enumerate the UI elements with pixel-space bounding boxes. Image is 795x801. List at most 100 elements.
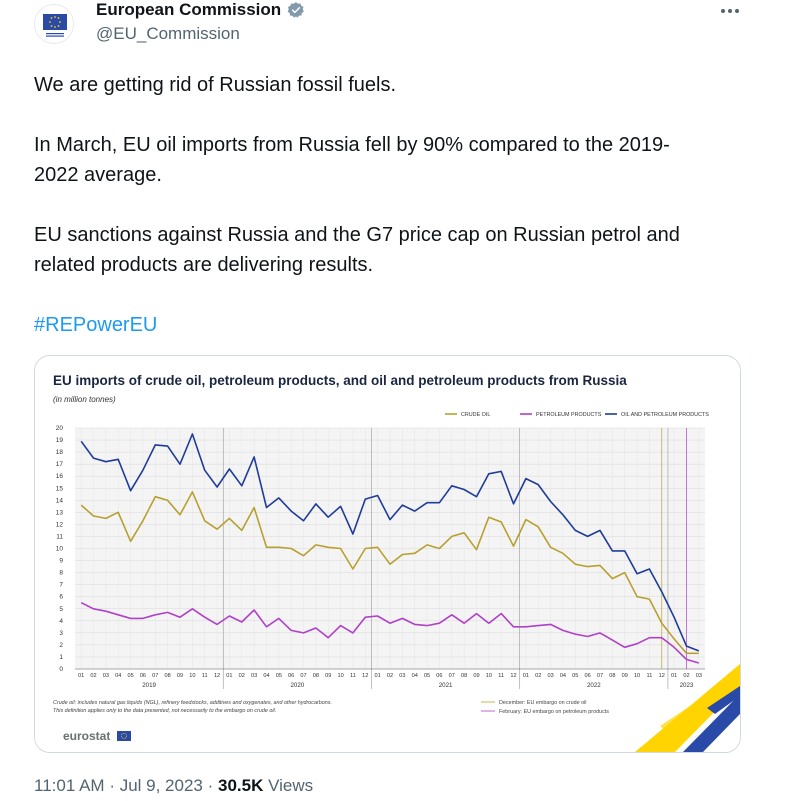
x-tick-label: 07 <box>449 673 455 679</box>
year-label: 2019 <box>142 682 156 689</box>
author-handle[interactable]: @EU_Commission <box>96 24 240 43</box>
tweet-line: EU sanctions against Russia and the G7 p… <box>34 224 680 246</box>
chart-note: This definition applies only to the data… <box>53 708 276 714</box>
series-line <box>80 433 700 652</box>
chart-subtitle: (in million tonnes) <box>53 395 116 404</box>
views-count: 30.5K <box>218 776 264 795</box>
y-tick-label: 0 <box>59 666 63 673</box>
x-tick-label: 03 <box>251 673 257 679</box>
x-tick-label: 10 <box>337 673 343 679</box>
x-tick-label: 04 <box>560 673 566 679</box>
x-tick-label: 12 <box>510 673 516 679</box>
eurostat-logo: eurostat <box>63 729 131 743</box>
x-tick-label: 06 <box>140 673 146 679</box>
chart-image-card[interactable]: EU imports of crude oil, petroleum produ… <box>34 355 741 753</box>
x-tick-label: 04 <box>115 673 121 679</box>
tweet-text: We are getting rid of Russian fossil fue… <box>34 70 739 340</box>
x-tick-label: 05 <box>276 673 282 679</box>
year-label: 2021 <box>439 682 453 689</box>
x-tick-label: 11 <box>647 673 653 679</box>
x-tick-label: 01 <box>671 673 677 679</box>
decorative-stripes <box>635 664 740 752</box>
x-tick-label: 10 <box>189 673 195 679</box>
x-tick-label: 03 <box>103 673 109 679</box>
x-tick-label: 01 <box>78 673 84 679</box>
y-tick-label: 13 <box>56 509 64 516</box>
x-tick-label: 09 <box>473 673 479 679</box>
x-tick-label: 07 <box>152 673 158 679</box>
event-legend-label: December: EU embargo on crude oil <box>499 700 587 706</box>
year-label: 2020 <box>290 682 304 689</box>
x-tick-label: 01 <box>375 673 381 679</box>
y-tick-label: 5 <box>59 606 63 613</box>
hashtag-link[interactable]: #REPowerEU <box>34 314 158 336</box>
author-name-row[interactable]: European Commission <box>96 0 305 20</box>
y-tick-label: 9 <box>59 558 63 565</box>
year-label: 2023 <box>680 682 694 689</box>
x-tick-label: 05 <box>424 673 430 679</box>
meta-separator: · <box>207 776 219 795</box>
tweet-line: In March, EU oil imports from Russia fel… <box>34 134 670 156</box>
x-tick-label: 02 <box>90 673 96 679</box>
legend-label: OIL AND PETROLEUM PRODUCTS <box>621 412 709 418</box>
avatar[interactable] <box>34 4 74 44</box>
x-tick-label: 03 <box>696 673 702 679</box>
x-tick-label: 08 <box>461 673 467 679</box>
x-tick-label: 08 <box>609 673 615 679</box>
x-tick-label: 05 <box>572 673 578 679</box>
more-options-icon[interactable] <box>716 0 744 22</box>
year-label: 2022 <box>587 682 601 689</box>
x-tick-label: 11 <box>202 673 208 679</box>
tweet-date[interactable]: Jul 9, 2023 <box>119 776 203 795</box>
x-tick-label: 02 <box>239 673 245 679</box>
chart-legend: CRUDE OIL PETROLEUM PRODUCTS OIL AND PETRO… <box>445 412 709 418</box>
eurostat-wordmark: eurostat <box>63 729 110 743</box>
series-line <box>80 491 699 655</box>
y-tick-label: 4 <box>59 618 63 625</box>
chart-title: EU imports of crude oil, petroleum produ… <box>53 373 627 388</box>
verified-badge-icon <box>287 2 305 18</box>
x-tick-label: 11 <box>350 673 356 679</box>
x-tick-label: 11 <box>498 673 504 679</box>
x-tick-label: 07 <box>597 673 603 679</box>
y-tick-label: 15 <box>56 485 64 492</box>
y-tick-label: 18 <box>56 449 64 456</box>
x-tick-label: 02 <box>535 673 541 679</box>
eu-flag-logo-icon <box>35 5 73 43</box>
y-tick-label: 1 <box>59 654 63 661</box>
tweet-meta: 11:01 AM · Jul 9, 2023 · 30.5K Views <box>34 776 313 796</box>
x-tick-label: 03 <box>399 673 405 679</box>
y-tick-label: 3 <box>59 630 63 637</box>
y-tick-label: 19 <box>56 437 64 444</box>
chart-svg: EU imports of crude oil, petroleum produ… <box>35 356 740 752</box>
x-tick-label: 01 <box>226 673 232 679</box>
y-tick-label: 2 <box>59 642 63 649</box>
x-tick-label: 12 <box>214 673 220 679</box>
x-tick-label: 10 <box>634 673 640 679</box>
tweet-time[interactable]: 11:01 AM <box>34 776 105 795</box>
x-tick-label: 02 <box>387 673 393 679</box>
author-name[interactable]: European Commission <box>96 0 282 19</box>
y-tick-label: 16 <box>56 473 64 480</box>
x-tick-label: 12 <box>362 673 368 679</box>
legend-label: CRUDE OIL <box>461 412 490 418</box>
x-tick-label: 06 <box>585 673 591 679</box>
x-tick-label: 06 <box>288 673 294 679</box>
x-tick-label: 01 <box>523 673 529 679</box>
legend-label: PETROLEUM PRODUCTS <box>536 412 602 418</box>
x-tick-label: 10 <box>486 673 492 679</box>
views-label: Views <box>268 776 314 795</box>
y-tick-label: 20 <box>56 425 64 432</box>
y-tick-label: 11 <box>56 533 63 540</box>
x-tick-label: 04 <box>412 673 418 679</box>
series-line <box>80 601 700 664</box>
x-tick-label: 09 <box>622 673 628 679</box>
x-tick-label: 12 <box>659 673 665 679</box>
x-tick-label: 03 <box>547 673 553 679</box>
event-legend-label: February: EU embargo on petroleum produc… <box>499 709 609 715</box>
meta-separator: · <box>109 776 120 795</box>
x-tick-label: 09 <box>325 673 331 679</box>
y-tick-label: 12 <box>56 521 64 528</box>
